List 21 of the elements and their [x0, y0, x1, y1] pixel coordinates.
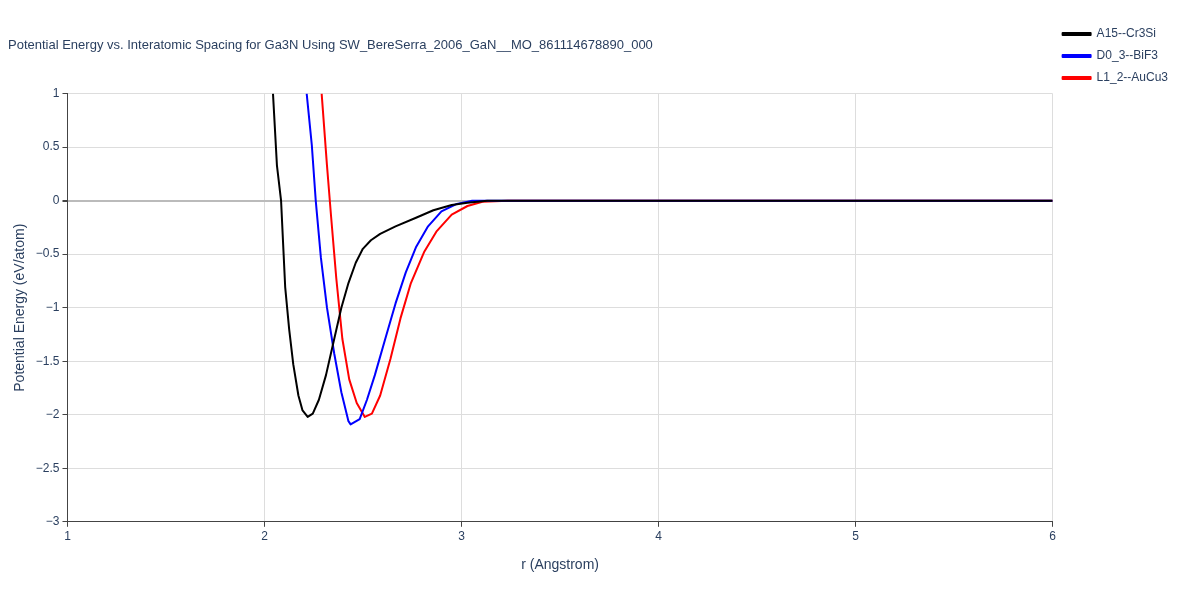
y-tick-label: −3: [45, 514, 60, 529]
y-tick-label: 0: [52, 192, 60, 207]
x-axis-title: r (Angstrom): [521, 556, 599, 573]
y-tick-label: 1: [52, 85, 60, 100]
x-tick-label: 5: [852, 529, 860, 544]
legend-label: D0_3--BiF3: [1096, 48, 1159, 63]
y-tick-label: −1: [45, 300, 60, 315]
y-tick-label: 0.5: [42, 139, 60, 154]
y-axis-title: Potential Energy (eV/atom): [11, 223, 28, 392]
y-tick-label: −2: [45, 407, 60, 422]
x-tick-label: 3: [458, 529, 466, 544]
y-tick-label: −0.5: [35, 246, 60, 261]
x-tick-label: 6: [1049, 529, 1057, 544]
chart-title: Potential Energy vs. Interatomic Spacing for Ga3N Using SW_BereSerra_2006_GaN__MO_861114678890_000: [8, 37, 653, 53]
x-tick-label: 4: [655, 529, 663, 544]
y-tick-label: −2.5: [35, 460, 60, 475]
x-tick-label: 1: [64, 529, 72, 544]
legend-label: L1_2--AuCu3: [1096, 70, 1169, 85]
y-tick-label: −1.5: [35, 353, 60, 368]
legend-label: A15--Cr3Si: [1096, 26, 1156, 41]
x-tick-label: 2: [261, 529, 269, 544]
